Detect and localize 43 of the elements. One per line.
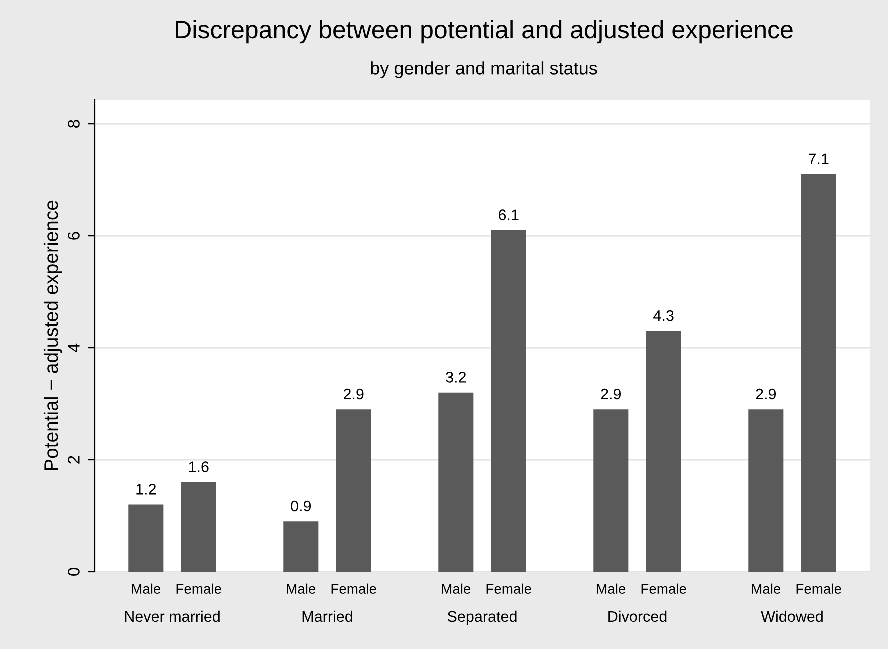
series-label: Male <box>132 584 161 594</box>
text: Male <box>752 584 781 594</box>
data-label: 0.9 <box>291 500 312 512</box>
chart-subtitle: by gender and marital status <box>371 62 598 78</box>
data-label: 1.2 <box>136 484 156 495</box>
text: Male <box>597 584 626 594</box>
x-tick-label: Separated <box>448 610 517 626</box>
data-label: 1.6 <box>189 462 209 472</box>
y-tick-label: 6 <box>68 232 80 240</box>
bar <box>336 410 372 572</box>
bar <box>646 331 682 572</box>
text: Male <box>442 584 471 594</box>
y-axis-title: Potential − adjusted experience <box>44 200 62 470</box>
text: Female <box>332 584 376 594</box>
chart-title: Discrepancy between potential and adjusted experience <box>176 20 793 44</box>
data-label: 4.3 <box>654 310 674 322</box>
bar <box>594 410 629 572</box>
bar <box>748 410 784 572</box>
x-tick-label: Never married <box>125 610 220 622</box>
x-tick-label: Divorced <box>608 610 667 622</box>
data-label: 3.2 <box>446 372 466 383</box>
y-tick-label: 0 <box>68 568 80 576</box>
bar <box>181 482 216 572</box>
bar <box>128 504 164 572</box>
text: Male <box>287 584 316 594</box>
text: Female <box>796 584 842 594</box>
series-label: Female <box>176 584 222 594</box>
data-label: 2.9 <box>344 388 364 400</box>
text: Female <box>486 584 532 594</box>
y-tick-label: 4 <box>68 344 80 352</box>
bar <box>438 392 474 572</box>
text: Female <box>642 584 686 594</box>
y-tick-label: 8 <box>68 120 80 128</box>
x-tick-label: Married <box>302 610 352 622</box>
bar <box>491 230 526 572</box>
x-tick-label: Widowed <box>761 610 823 622</box>
bar <box>284 522 319 572</box>
y-tick-label: 2 <box>68 456 80 464</box>
data-label: 2.9 <box>756 388 776 400</box>
data-label: 7.1 <box>809 154 829 164</box>
bar <box>801 174 836 572</box>
data-label: 6.1 <box>499 210 519 220</box>
data-label: 2.9 <box>601 388 622 400</box>
